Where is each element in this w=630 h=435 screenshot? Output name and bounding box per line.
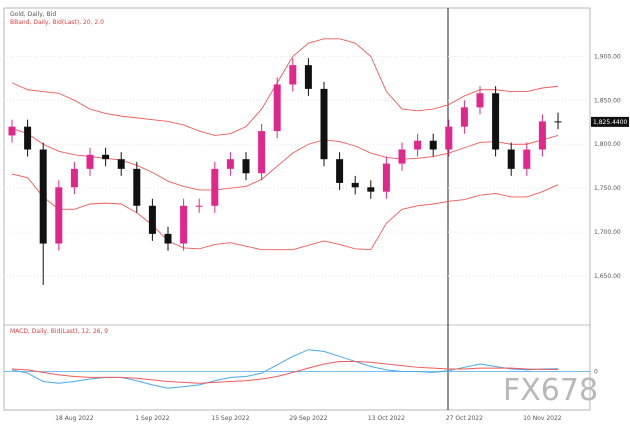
band-line <box>11 173 559 251</box>
candle-body <box>367 187 375 192</box>
y-tick-label: 1,650.00 <box>594 273 621 280</box>
candle-body <box>336 159 344 183</box>
x-tick-label: 10 Nov 2022 <box>523 415 562 422</box>
candle-body <box>55 187 63 244</box>
candle-body <box>554 121 562 123</box>
candle-body <box>164 233 172 244</box>
candle-body <box>8 126 16 136</box>
chart-title: Gold, Daily, Bid <box>10 11 56 18</box>
frame <box>3 7 591 411</box>
candle-body <box>289 65 297 85</box>
candle-body <box>492 93 500 150</box>
candle-body <box>86 154 94 169</box>
band-line <box>11 38 559 136</box>
candle-body <box>211 168 219 206</box>
candle-body <box>70 168 78 188</box>
candle-body <box>445 126 453 150</box>
watermark: FX678 <box>503 373 598 408</box>
indicator-label: BBand, Daily, Bid(Last), 20, 2.0 <box>10 19 104 26</box>
y-tick-label: 1,850.00 <box>594 97 621 104</box>
candle-body <box>195 205 203 207</box>
candle-body <box>273 84 281 132</box>
macd-line <box>11 349 559 389</box>
candle-body <box>523 149 531 169</box>
candle-body <box>148 205 156 234</box>
candle-body <box>133 168 141 206</box>
price-tag <box>591 116 629 127</box>
y-tick-label: 1,900.00 <box>594 53 621 60</box>
candle-body <box>507 149 515 169</box>
macd-label: MACD, Daily, Bid(Last), 12, 26, 9 <box>10 328 108 335</box>
candle-body <box>242 159 250 174</box>
candle-body <box>538 121 546 150</box>
candle-body <box>117 159 125 169</box>
candle-body <box>226 159 234 169</box>
candle-body <box>429 140 437 150</box>
candle-body <box>258 131 266 174</box>
y-tick-label: 1,750.00 <box>594 185 621 192</box>
candle-body <box>351 182 359 188</box>
candle-body <box>180 205 188 244</box>
macd-line <box>11 360 559 384</box>
candle-body <box>320 88 328 160</box>
candle-body <box>39 149 47 244</box>
y-tick-label: 1,800.00 <box>594 141 621 148</box>
x-tick-label: 15 Sep 2022 <box>211 415 249 422</box>
candle-body <box>398 149 406 164</box>
x-tick-label: 18 Aug 2022 <box>55 415 94 422</box>
y-tick-label: 1,700.00 <box>594 229 621 236</box>
x-tick-label: 29 Sep 2022 <box>289 415 327 422</box>
candle-body <box>304 65 312 89</box>
x-tick-label: 13 Oct 2022 <box>368 415 405 422</box>
band-line <box>11 127 559 191</box>
candle-body <box>476 93 484 108</box>
x-tick-label: 1 Sep 2022 <box>135 415 169 422</box>
candle-body <box>414 140 422 150</box>
candle-body <box>382 163 390 192</box>
candle-body <box>24 126 32 150</box>
candle-body <box>102 154 110 160</box>
x-tick-label: 27 Oct 2022 <box>446 415 483 422</box>
candle-body <box>460 107 468 127</box>
y-tick-label: 0 <box>594 369 598 376</box>
price-tag-label: 1,825.4400 <box>593 119 628 126</box>
